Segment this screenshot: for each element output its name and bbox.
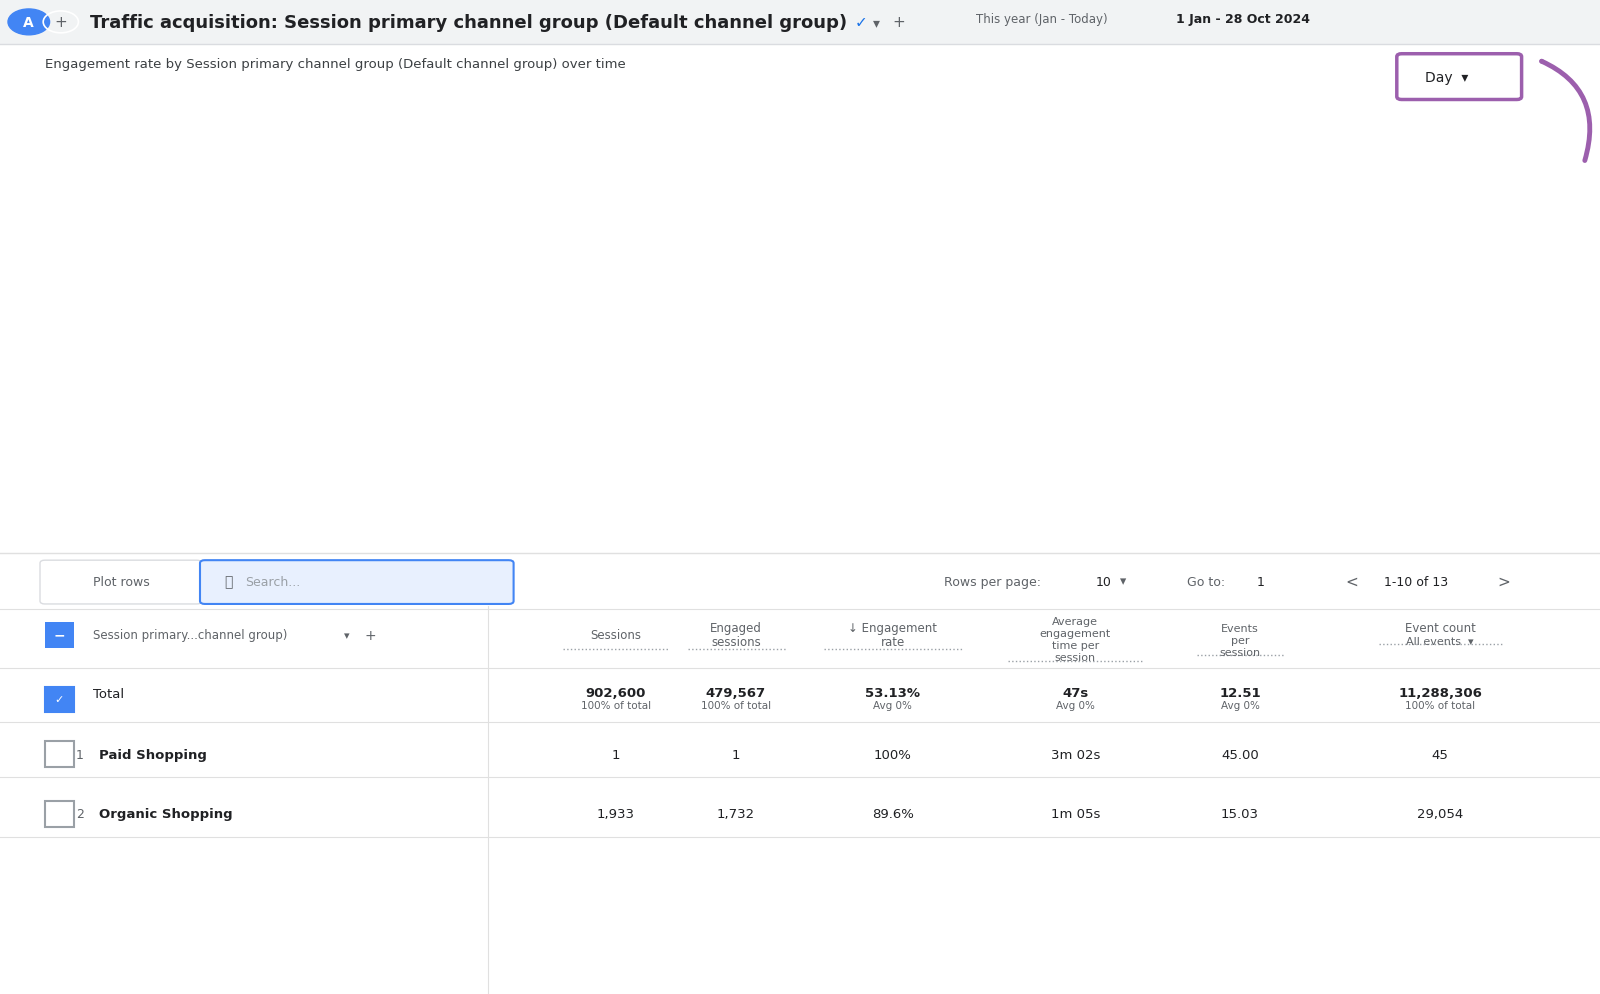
Text: engagement: engagement xyxy=(1040,628,1110,638)
Text: 29,054: 29,054 xyxy=(1418,807,1462,821)
Text: ▾: ▾ xyxy=(874,16,880,30)
Text: 1-10 of 13: 1-10 of 13 xyxy=(1384,575,1448,588)
Text: 45.00: 45.00 xyxy=(1221,747,1259,761)
Text: 100% of total: 100% of total xyxy=(701,701,771,711)
Text: Search...: Search... xyxy=(245,575,301,588)
Text: Session primary...channel group): Session primary...channel group) xyxy=(93,628,286,642)
Text: This year (Jan - Today): This year (Jan - Today) xyxy=(976,13,1107,27)
Text: Rows per page:: Rows per page: xyxy=(944,575,1042,588)
Text: 902,600: 902,600 xyxy=(586,686,646,700)
Text: Day  ▾: Day ▾ xyxy=(1424,71,1469,84)
Text: 100% of total: 100% of total xyxy=(581,701,651,711)
Text: Engaged: Engaged xyxy=(710,621,762,635)
FancyArrowPatch shape xyxy=(1542,63,1590,161)
Text: session: session xyxy=(1054,652,1096,662)
Text: per: per xyxy=(1230,635,1250,645)
Text: ↓ Engagement: ↓ Engagement xyxy=(848,621,938,635)
Text: session: session xyxy=(1219,647,1261,657)
Text: 1: 1 xyxy=(77,747,83,761)
Text: Events: Events xyxy=(1221,623,1259,633)
Text: Average: Average xyxy=(1053,616,1098,626)
Text: ▾: ▾ xyxy=(344,630,350,640)
Text: 1: 1 xyxy=(731,747,741,761)
Text: ✓: ✓ xyxy=(54,695,64,705)
Text: Plot rows: Plot rows xyxy=(93,575,150,588)
Text: Engagement rate by Session primary channel group (Default channel group) over ti: Engagement rate by Session primary chann… xyxy=(45,58,626,72)
Text: +: + xyxy=(365,628,376,642)
Text: >: > xyxy=(1498,574,1510,589)
Text: Avg 0%: Avg 0% xyxy=(874,701,912,711)
Text: ✓: ✓ xyxy=(854,15,867,31)
Text: Organic Shopping: Organic Shopping xyxy=(99,807,234,821)
Text: A: A xyxy=(24,16,34,30)
Text: sessions: sessions xyxy=(710,635,762,649)
Text: −: − xyxy=(53,628,66,642)
Text: Go to:: Go to: xyxy=(1187,575,1226,588)
Text: Avg 0%: Avg 0% xyxy=(1056,701,1094,711)
Text: ⌕: ⌕ xyxy=(224,575,232,588)
Text: rate: rate xyxy=(880,635,906,649)
Text: 11,288,306: 11,288,306 xyxy=(1398,686,1482,700)
Text: Paid Shopping: Paid Shopping xyxy=(99,747,206,761)
Text: 47s: 47s xyxy=(1062,686,1088,700)
Text: 53.13%: 53.13% xyxy=(866,686,920,700)
Text: 12.51: 12.51 xyxy=(1219,686,1261,700)
Text: 1,732: 1,732 xyxy=(717,807,755,821)
Text: 15.03: 15.03 xyxy=(1221,807,1259,821)
Text: +: + xyxy=(54,15,67,31)
Text: Event count: Event count xyxy=(1405,621,1475,635)
Text: 1 Jan - 28 Oct 2024: 1 Jan - 28 Oct 2024 xyxy=(1176,13,1310,27)
Text: +: + xyxy=(893,15,906,31)
Text: ▾: ▾ xyxy=(1120,575,1126,588)
Text: 2: 2 xyxy=(77,807,83,821)
Text: All events  ▾: All events ▾ xyxy=(1406,636,1474,646)
Text: Avg 0%: Avg 0% xyxy=(1221,701,1259,711)
Text: Traffic acquisition: Session primary channel group (Default channel group): Traffic acquisition: Session primary cha… xyxy=(90,14,846,32)
Text: 45: 45 xyxy=(1432,747,1448,761)
Text: <: < xyxy=(1346,574,1358,589)
Text: Sessions: Sessions xyxy=(590,628,642,642)
Text: 10: 10 xyxy=(1096,575,1112,588)
Text: 89.6%: 89.6% xyxy=(872,807,914,821)
Text: 479,567: 479,567 xyxy=(706,686,766,700)
Text: 1,933: 1,933 xyxy=(597,807,635,821)
Text: 1: 1 xyxy=(1258,575,1264,588)
Text: Total: Total xyxy=(93,687,123,701)
Text: 100% of total: 100% of total xyxy=(1405,701,1475,711)
Text: 1: 1 xyxy=(611,747,621,761)
Text: 1m 05s: 1m 05s xyxy=(1051,807,1099,821)
Text: time per: time per xyxy=(1051,640,1099,650)
Text: 3m 02s: 3m 02s xyxy=(1051,747,1099,761)
Text: 100%: 100% xyxy=(874,747,912,761)
